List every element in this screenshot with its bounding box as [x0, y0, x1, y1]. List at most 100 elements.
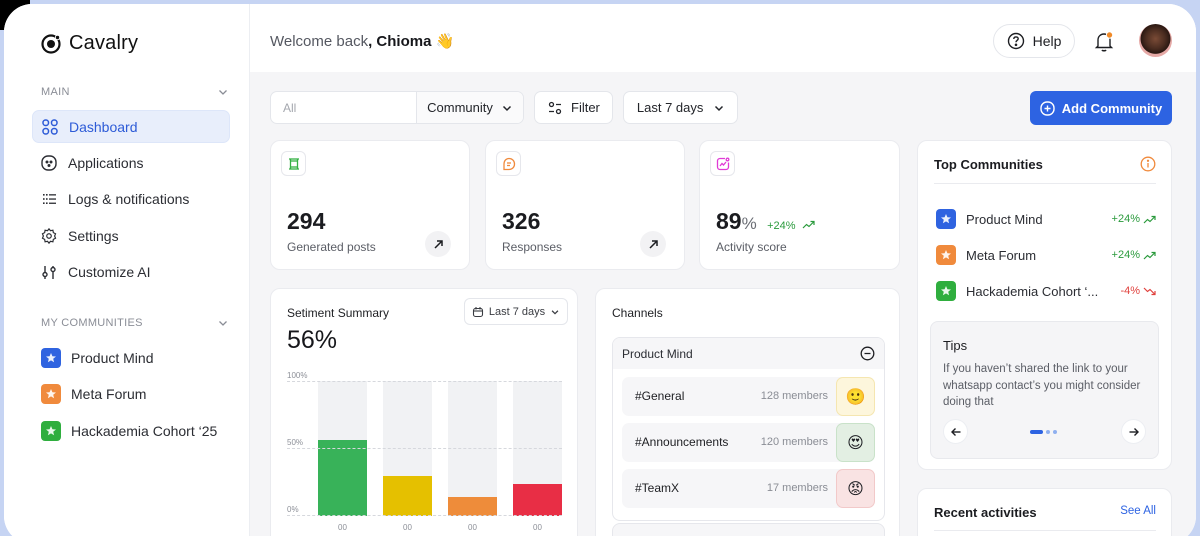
filter-button[interactable]: Filter — [534, 91, 613, 124]
sidebar-item-applications[interactable]: Applications — [32, 146, 230, 179]
sentiment-range-select[interactable]: Last 7 days — [464, 298, 568, 325]
calendar-icon — [472, 306, 483, 317]
arrow-right-icon — [1129, 427, 1139, 436]
logo-icon — [41, 33, 61, 54]
trend-value: +24% — [1111, 249, 1140, 261]
collapse-icon[interactable] — [860, 346, 875, 361]
tips-next-button[interactable] — [1121, 419, 1146, 444]
plus-circle-icon — [1040, 100, 1055, 116]
y-tick: 0% — [287, 505, 299, 514]
stat-label: Responses — [502, 240, 563, 254]
trend-value: -4% — [1120, 285, 1140, 297]
main-section-header[interactable]: MAIN — [41, 86, 229, 98]
bar-fill — [383, 475, 432, 516]
stat-value: 326 — [502, 208, 541, 234]
help-button[interactable]: Help — [993, 24, 1075, 58]
welcome-prefix: Welcome back — [270, 33, 369, 50]
heart-eyes-emoji-icon: 😍 — [836, 423, 875, 462]
info-icon[interactable] — [1140, 156, 1156, 172]
channel-group-collapsed[interactable] — [612, 523, 885, 536]
help-label: Help — [1032, 33, 1062, 49]
channel-row-teamx[interactable]: #TeamX 17 members 😡 — [622, 469, 875, 508]
notifications-button[interactable] — [1094, 31, 1114, 58]
tips-prev-button[interactable] — [943, 419, 968, 444]
sliders-icon — [42, 265, 56, 279]
top-communities-card: Top Communities Product Mind +24% Meta F… — [917, 140, 1172, 470]
channel-name: #General — [635, 389, 685, 403]
sidebar-item-customize-ai[interactable]: Customize AI — [32, 255, 230, 288]
welcome-message: Welcome back, Chioma 👋 — [270, 32, 454, 50]
star-badge-icon — [936, 245, 956, 265]
add-community-button[interactable]: Add Community — [1030, 91, 1172, 125]
range-label: Last 7 days — [488, 305, 546, 318]
user-name: , Chioma — [368, 33, 432, 50]
star-badge-icon — [936, 209, 956, 229]
bar-fill — [448, 497, 497, 516]
sidebar-community-meta-forum[interactable]: Meta Forum — [41, 384, 146, 404]
y-tick: 100% — [287, 371, 308, 380]
angry-emoji-icon: 😡 — [836, 469, 875, 508]
sidebar-community-hackademia[interactable]: Hackademia Cohort ‘25 — [41, 421, 217, 441]
chart-title: Setiment Summary — [287, 306, 390, 320]
stat-card-activity-score: 89% +24% Activity score — [699, 140, 900, 270]
trend-down-icon — [1143, 287, 1156, 295]
filter-bar: All Community Filter Last 7 days — [270, 91, 739, 124]
face-icon — [41, 154, 57, 171]
top-community-row[interactable]: Meta Forum +24% — [936, 245, 1156, 265]
star-badge-icon — [936, 281, 956, 301]
top-community-row[interactable]: Hackademia Cohort ‘... -4% — [936, 281, 1156, 301]
open-details-button[interactable] — [425, 231, 451, 257]
open-details-button[interactable] — [640, 231, 666, 257]
divider — [934, 530, 1156, 531]
chat-icon — [496, 151, 521, 176]
carousel-dot[interactable] — [1046, 430, 1050, 434]
search-input[interactable]: All — [271, 92, 417, 123]
channels-title: Channels — [612, 306, 663, 320]
user-avatar[interactable] — [1139, 24, 1172, 57]
community-name: Product Mind — [966, 211, 1043, 227]
sentiment-summary-card: Setiment Summary Last 7 days 56% 100% 50… — [270, 288, 578, 536]
channel-group-header[interactable]: Product Mind — [613, 338, 884, 369]
chevron-down-icon — [219, 321, 227, 326]
smile-emoji-icon: 🙂 — [836, 377, 875, 416]
channel-members: 120 members — [760, 436, 828, 448]
trend-up-icon — [1143, 215, 1156, 223]
chevron-down-icon — [551, 309, 559, 315]
gear-icon — [41, 227, 57, 244]
channel-members: 128 members — [760, 390, 828, 402]
stat-value: 294 — [287, 208, 326, 234]
top-bar: Welcome back, Chioma 👋 Help — [250, 4, 1196, 72]
trend: +24% — [1112, 213, 1156, 225]
sidebar-item-logs[interactable]: Logs & notifications — [32, 182, 230, 215]
add-community-label: Add Community — [1061, 100, 1163, 116]
carousel-dots — [1030, 430, 1057, 434]
community-select[interactable]: Community — [417, 92, 523, 123]
channel-row-general[interactable]: #General 128 members 🙂 — [622, 377, 875, 416]
trend-value: +24% — [1111, 213, 1140, 225]
sidebar-community-product-mind[interactable]: Product Mind — [41, 348, 153, 368]
see-all-link[interactable]: See All — [1120, 505, 1156, 517]
carousel-dot[interactable] — [1030, 430, 1043, 434]
x-tick: 00 — [338, 523, 347, 532]
sidebar-item-settings[interactable]: Settings — [32, 219, 230, 252]
top-communities-title: Top Communities — [934, 157, 1043, 172]
channels-card: Channels Product Mind #General 128 membe… — [595, 288, 900, 536]
community-select-label: Community — [427, 100, 493, 115]
communities-section-header[interactable]: MY COMMUNITIES — [41, 317, 229, 329]
community-name: Meta Forum — [966, 247, 1037, 263]
emoji: 😡 — [847, 480, 864, 498]
community-label: Meta Forum — [71, 386, 147, 402]
channel-row-announcements[interactable]: #Announcements 120 members 😍 — [622, 423, 875, 462]
sidebar-item-dashboard[interactable]: Dashboard — [32, 110, 230, 143]
top-community-row[interactable]: Product Mind +24% — [936, 209, 1156, 229]
carousel-dot[interactable] — [1053, 430, 1057, 434]
sidebar-item-label: Applications — [68, 154, 144, 171]
date-range-select[interactable]: Last 7 days — [622, 91, 739, 124]
stat-value-row: 89% +24% — [716, 208, 815, 235]
arrow-up-right-icon — [433, 239, 443, 249]
star-badge-icon — [41, 348, 61, 368]
emoji: 😍 — [847, 434, 864, 452]
brand[interactable]: Cavalry — [40, 32, 138, 55]
question-icon — [1007, 32, 1024, 50]
stat-value: 89 — [716, 208, 742, 234]
